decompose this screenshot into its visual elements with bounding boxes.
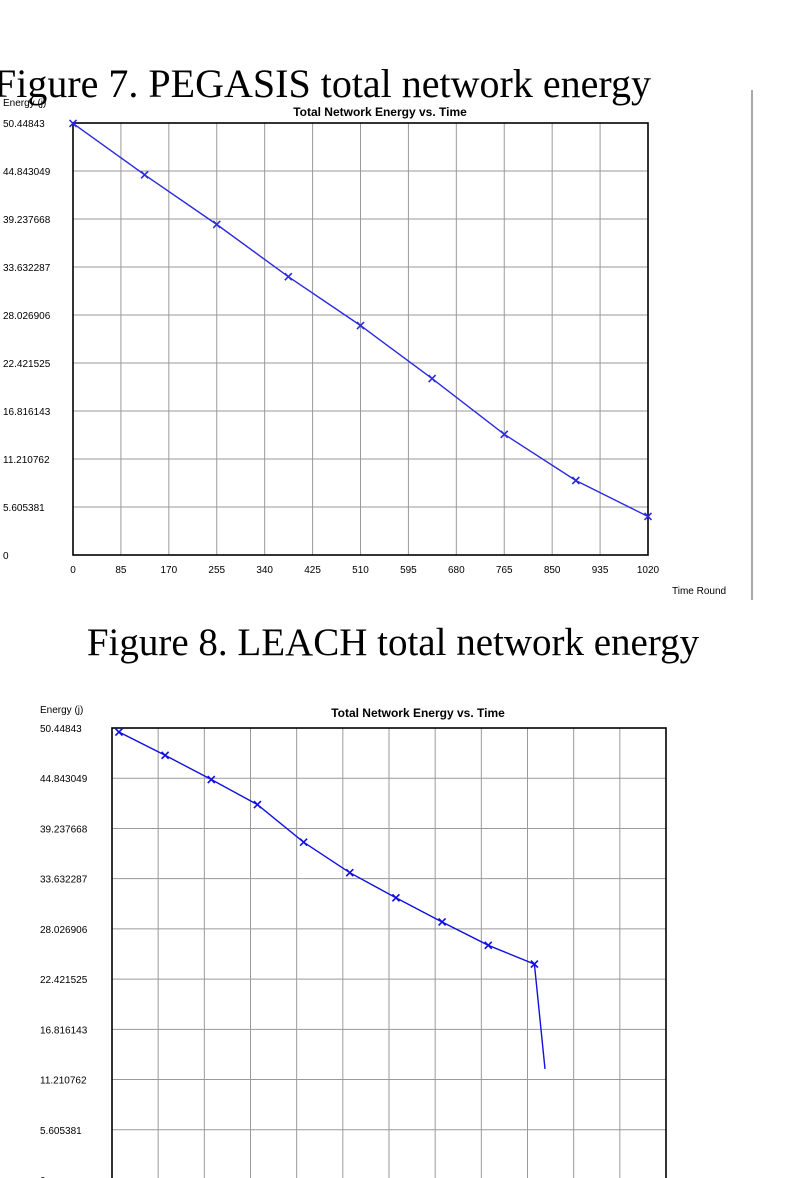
data-point-marker [68, 119, 78, 128]
y-tick-label: 39.237668 [3, 215, 51, 226]
data-point-marker [207, 775, 216, 784]
x-tick-label: 255 [208, 565, 225, 576]
x-axis-label: Time Round [672, 586, 726, 597]
y-tick-label: 16.816143 [40, 1025, 88, 1036]
data-point-marker [345, 868, 354, 877]
data-point-marker [161, 751, 170, 760]
x-tick-label: 340 [256, 565, 273, 576]
chart-title: Total Network Energy vs. Time [331, 706, 505, 720]
data-point-marker [114, 727, 123, 737]
x-tick-label: 425 [304, 565, 321, 576]
y-tick-label: 22.421525 [3, 359, 51, 370]
plot-border [72, 122, 649, 556]
data-point-marker [299, 838, 308, 847]
data-point-marker [643, 512, 653, 521]
data-point-marker [391, 893, 400, 902]
y-tick-label: 44.843049 [3, 167, 51, 178]
x-tick-label: 680 [448, 565, 465, 576]
data-point-marker [500, 430, 509, 439]
x-tick-label: 1020 [637, 565, 660, 576]
data-point-marker [438, 917, 447, 927]
data-point-marker [484, 941, 493, 950]
y-tick-label: 50.44843 [3, 119, 45, 130]
figure-7-caption: Figure 7. PEGASIS total network energy [0, 61, 651, 106]
data-point-marker [253, 800, 262, 809]
data-point-marker [140, 170, 149, 179]
x-tick-label: 510 [352, 565, 369, 576]
data-point-marker [428, 374, 437, 383]
y-tick-label: 39.237668 [40, 824, 88, 835]
y-tick-label: 50.44843 [40, 724, 82, 735]
x-tick-label: 935 [592, 565, 609, 576]
data-point-marker [571, 476, 580, 485]
data-point-marker [356, 321, 365, 330]
data-point-marker [284, 272, 293, 281]
y-axis-label: Energy (j) [3, 98, 46, 109]
x-tick-label: 850 [544, 565, 561, 576]
y-tick-label: 28.026906 [40, 925, 88, 936]
figure-8-chart: 0 5.605381 11.210762 16.816143 22.421525 28.0… [40, 705, 667, 1178]
figure-7-chart: 0 5.605381 11.210762 16.816143 22.421525 28.0… [3, 90, 753, 600]
y-tick-label: 5.605381 [3, 503, 45, 514]
y-tick-label: 0 [40, 1176, 46, 1178]
chart-title: Total Network Energy vs. Time [293, 105, 467, 119]
y-tick-label: 33.632287 [40, 875, 88, 886]
data-point-marker [530, 960, 539, 969]
x-tick-label: 0 [70, 565, 76, 576]
x-tick-label: 170 [160, 565, 177, 576]
x-tick-label: 595 [400, 565, 417, 576]
x-tick-label: 765 [496, 565, 513, 576]
y-tick-label: 11.210762 [40, 1076, 87, 1087]
y-tick-label: 0 [3, 551, 9, 562]
y-axis-label: Energy (j) [40, 705, 83, 716]
y-tick-label: 33.632287 [3, 263, 51, 274]
y-tick-label: 22.421525 [40, 975, 88, 986]
y-tick-label: 28.026906 [3, 311, 51, 322]
plot-border [111, 727, 667, 1178]
x-tick-label: 85 [115, 565, 127, 576]
y-tick-label: 5.605381 [40, 1126, 82, 1137]
y-tick-label: 16.816143 [3, 407, 51, 418]
y-tick-label: 11.210762 [3, 455, 50, 466]
figure-8-caption: Figure 8. LEACH total network energy [86, 621, 700, 664]
y-tick-label: 44.843049 [40, 774, 88, 785]
data-point-marker [212, 220, 221, 229]
